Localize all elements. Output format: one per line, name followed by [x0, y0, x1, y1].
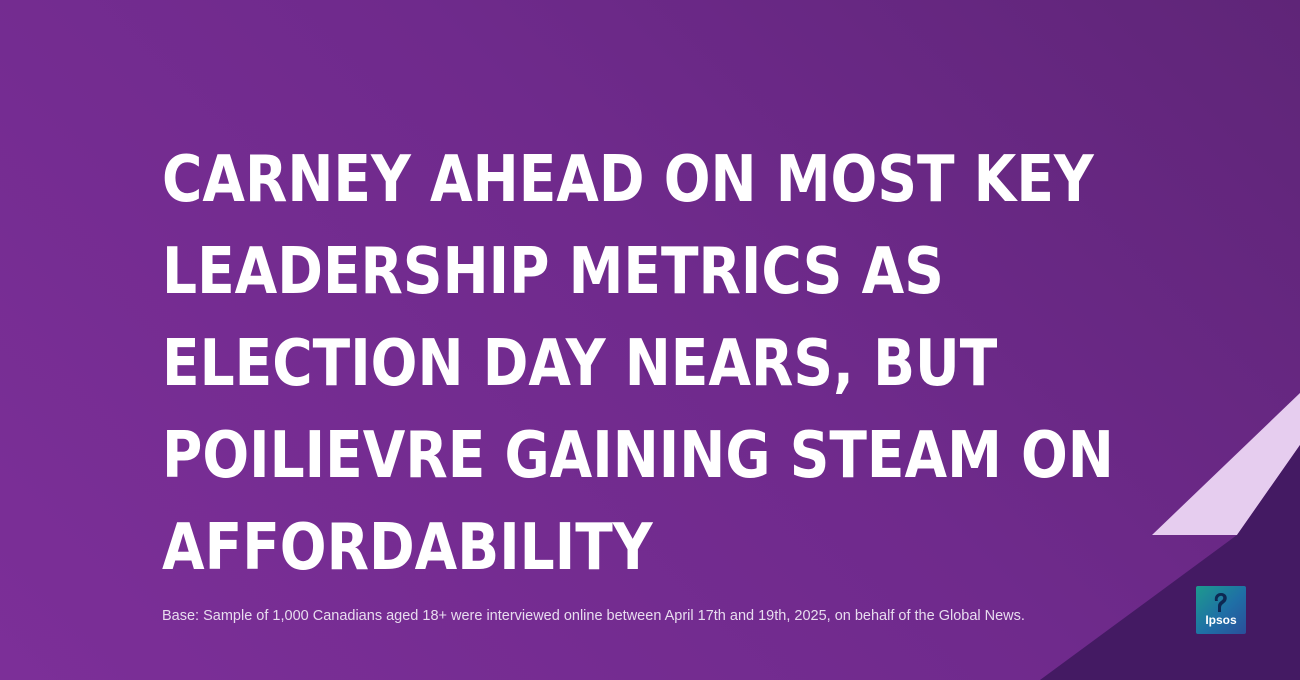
headline: CARNEY AHEAD ON MOST KEY LEADERSHIP METR…	[162, 134, 1114, 594]
light-accent-shape	[1152, 393, 1300, 535]
ipsos-logo: Ipsos	[1196, 586, 1246, 634]
ipsos-logo-text: Ipsos	[1205, 613, 1237, 627]
base-note: Base: Sample of 1,000 Canadians aged 18+…	[162, 608, 1025, 624]
headline-line: LEADERSHIP METRICS AS	[162, 235, 944, 309]
headline-line: ELECTION DAY NEARS, BUT	[162, 327, 998, 401]
headline-line: AFFORDABILITY	[162, 511, 653, 585]
headline-line: POILIEVRE GAINING STEAM ON	[162, 419, 1114, 493]
ipsos-logo-icon	[1214, 593, 1227, 612]
headline-line: CARNEY AHEAD ON MOST KEY	[162, 143, 1094, 217]
